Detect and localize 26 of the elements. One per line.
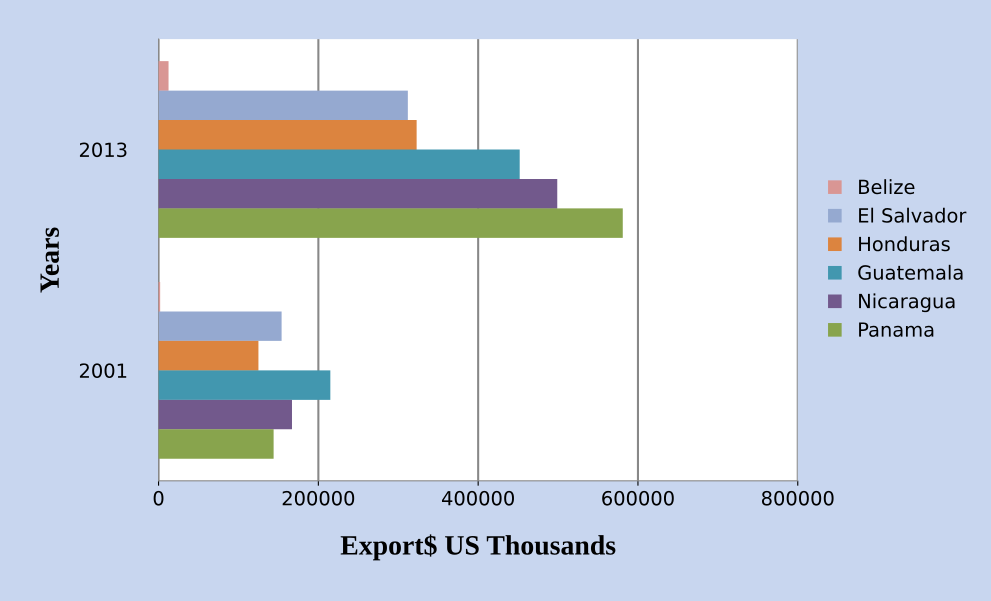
legend-label: Guatemala (858, 264, 963, 280)
x-tick-label: 400000 (442, 490, 514, 506)
bar (158, 61, 169, 91)
bar (158, 370, 330, 400)
bar (158, 400, 292, 430)
x-tick-label: 0 (154, 490, 164, 506)
x-tick-label: 200000 (282, 490, 354, 506)
y-tick-label: 2001 (80, 363, 126, 378)
bar (158, 178, 558, 208)
x-axis-title: Export$ US Thousands (340, 534, 616, 560)
bar (158, 340, 258, 370)
bar (158, 150, 520, 179)
legend-label: Belize (859, 179, 914, 194)
x-tick-label: 800000 (762, 490, 834, 506)
legend-label: El Salvador (859, 208, 966, 223)
bar (158, 90, 408, 120)
y-tick-label: 2013 (80, 142, 126, 158)
x-tick-label: 600000 (602, 490, 674, 506)
bar (158, 208, 623, 238)
y-axis-title: Years (40, 227, 59, 293)
legend-label: Nicaragua (859, 293, 954, 312)
legend-label: Honduras (859, 236, 950, 252)
bar (158, 311, 282, 341)
legend-label: Panama (859, 322, 934, 337)
bar (158, 429, 274, 459)
bar (158, 120, 417, 150)
